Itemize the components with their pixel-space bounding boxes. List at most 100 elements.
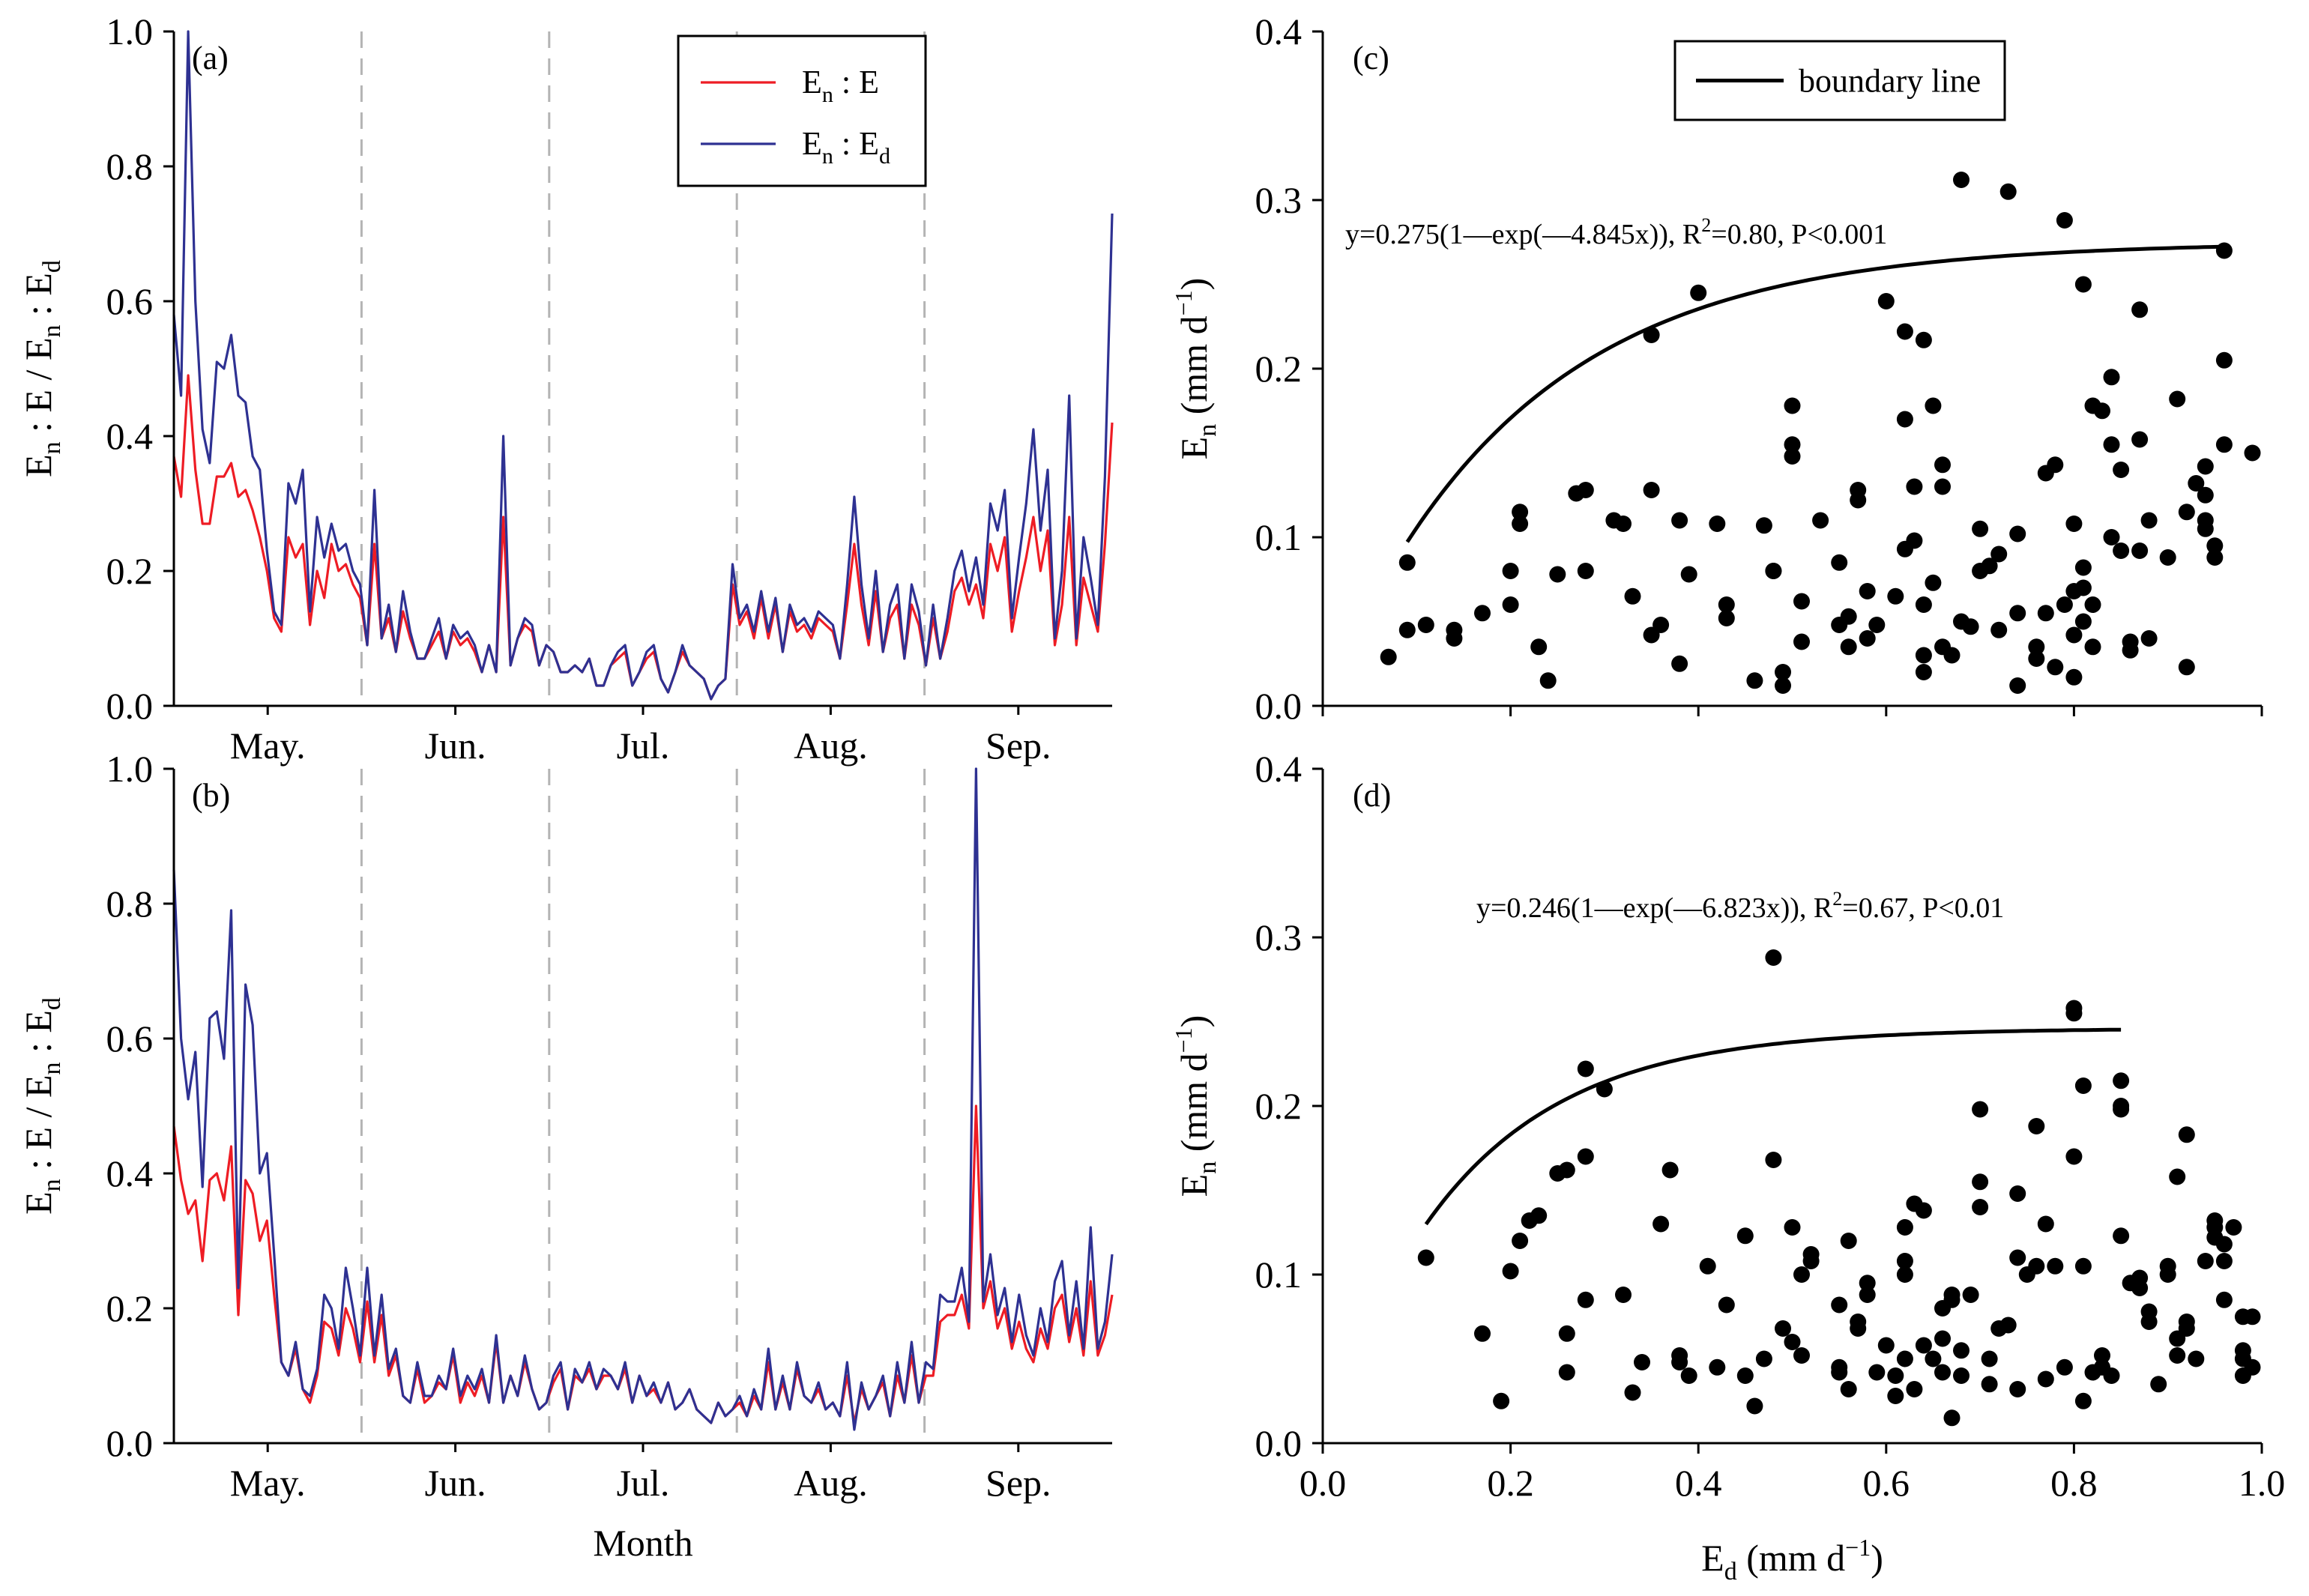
scatter-point bbox=[1868, 617, 1886, 633]
scatter-point bbox=[1915, 331, 1932, 348]
scatter-point bbox=[2113, 462, 2130, 478]
scatter-point bbox=[2215, 436, 2233, 453]
scatter-point bbox=[1934, 1364, 1951, 1381]
scatter-point bbox=[2178, 659, 2195, 676]
scatter-point bbox=[1765, 1152, 1782, 1168]
x-tick-label: 1.0 bbox=[2239, 1462, 2286, 1504]
y-axis-title-part: E bbox=[1173, 437, 1215, 460]
scatter-point bbox=[1906, 532, 1923, 549]
scatter-point bbox=[2244, 1308, 2261, 1326]
scatter-point bbox=[1596, 1080, 1613, 1098]
y-axis-title-sub: n bbox=[38, 1179, 66, 1191]
panel-label: (b) bbox=[192, 777, 230, 814]
x-tick-label: 0.6 bbox=[1863, 1462, 1910, 1504]
x-axis-title-sup: −1 bbox=[1845, 1534, 1871, 1561]
scatter-point bbox=[2009, 1185, 2026, 1202]
scatter-point bbox=[1784, 448, 1801, 465]
scatter-point bbox=[2131, 542, 2149, 559]
y-axis-title-sub: n bbox=[1194, 424, 1222, 437]
scatter-point bbox=[1577, 1060, 1594, 1077]
scatter-point bbox=[1765, 949, 1782, 966]
y-axis-title: En (mm d−1) bbox=[1170, 278, 1222, 460]
scatter-point bbox=[1943, 1409, 1961, 1427]
scatter-point bbox=[1896, 1219, 1913, 1236]
y-axis-title-sub: d bbox=[38, 997, 66, 1010]
scatter-point bbox=[2159, 549, 2176, 566]
scatter-point bbox=[1831, 1364, 1848, 1381]
scatter-point bbox=[1999, 1317, 2017, 1334]
x-axis-title-sub: d bbox=[1724, 1558, 1737, 1586]
x-tick-label: 0.8 bbox=[2050, 1462, 2098, 1504]
series-line-en-ed bbox=[172, 30, 1114, 701]
scatter-point bbox=[1680, 566, 1697, 583]
y-tick-label: 0.3 bbox=[1255, 916, 1303, 958]
eq-part: exp( bbox=[1492, 219, 1543, 250]
scatter-point bbox=[2188, 475, 2205, 492]
scatter-point bbox=[2244, 444, 2261, 462]
scatter-point bbox=[1887, 1367, 1904, 1384]
y-axis-title-sub: n bbox=[38, 325, 66, 338]
scatter-point bbox=[1652, 617, 1670, 633]
y-axis-title-sub: n bbox=[1194, 1161, 1222, 1174]
y-tick-label: 0.2 bbox=[1255, 1085, 1303, 1127]
scatter-point bbox=[1398, 554, 1416, 571]
legend-sub: n bbox=[822, 82, 833, 107]
scatter-point bbox=[1840, 608, 1857, 625]
scatter-point bbox=[1793, 1347, 1810, 1364]
y-axis-title-part: E bbox=[17, 1191, 59, 1215]
scatter-point bbox=[2009, 677, 2026, 694]
scatter-point bbox=[1736, 1227, 1754, 1245]
scatter-point bbox=[1755, 1350, 1772, 1367]
scatter-point bbox=[2169, 1168, 2186, 1185]
scatter-point bbox=[2215, 351, 2233, 369]
legend-part: : E bbox=[833, 64, 879, 100]
scatter-point bbox=[1775, 664, 1791, 680]
scatter-point bbox=[2074, 559, 2092, 576]
scatter-point bbox=[1530, 1207, 1548, 1224]
scatter-point bbox=[2159, 1266, 2176, 1283]
legend-box bbox=[677, 34, 927, 187]
scatter-point bbox=[2074, 1257, 2092, 1275]
scatter-point bbox=[2074, 613, 2092, 630]
scatter-point bbox=[2206, 1219, 2224, 1236]
scatter-point bbox=[2037, 605, 2054, 622]
scatter-point bbox=[1784, 1334, 1801, 1350]
scatter-point bbox=[1671, 512, 1688, 529]
y-tick-label: 0.0 bbox=[106, 1422, 154, 1464]
scatter-point bbox=[2150, 1376, 2167, 1393]
scatter-point bbox=[1493, 1392, 1510, 1409]
x-tick-label: Sep. bbox=[986, 725, 1051, 767]
scatter-point bbox=[1577, 1148, 1594, 1165]
eq-part: — bbox=[1542, 219, 1572, 250]
scatter-point bbox=[1558, 1325, 1575, 1342]
scatter-point bbox=[2028, 638, 2045, 656]
y-axis-title-part: : E bbox=[17, 273, 59, 324]
scatter-point bbox=[1793, 1266, 1810, 1283]
scatter-point bbox=[2140, 630, 2158, 647]
scatter-point bbox=[1934, 1330, 1951, 1347]
scatter-point bbox=[2113, 542, 2130, 559]
legend-sub: n bbox=[822, 144, 833, 169]
scatter-point bbox=[2065, 516, 2083, 532]
scatter-point bbox=[2178, 1126, 2195, 1143]
scatter-point bbox=[1859, 630, 1876, 647]
scatter-point bbox=[1784, 1219, 1801, 1236]
scatter-point bbox=[2131, 1280, 2149, 1296]
legend-part: E bbox=[802, 64, 822, 100]
scatter-point bbox=[1624, 1384, 1641, 1401]
y-axis-title-part: E bbox=[17, 454, 59, 477]
y-tick-label: 0.2 bbox=[106, 1287, 154, 1329]
scatter-point bbox=[2065, 668, 2083, 686]
eq-part: 6.823x)), R bbox=[1702, 892, 1833, 924]
series-line-en-ed bbox=[172, 767, 1114, 1431]
scatter-point bbox=[2197, 520, 2214, 537]
y-axis-title-sub: n bbox=[38, 441, 66, 454]
scatter-point bbox=[1530, 638, 1548, 656]
scatter-point bbox=[2113, 1227, 2130, 1245]
scatter-point bbox=[2169, 390, 2186, 408]
x-axis-title-part: ) bbox=[1871, 1537, 1883, 1579]
scatter-point bbox=[1859, 583, 1876, 599]
scatter-point bbox=[1502, 596, 1519, 613]
x-axis-title-part: E bbox=[1701, 1537, 1724, 1579]
x-tick-label: May. bbox=[230, 1462, 306, 1504]
